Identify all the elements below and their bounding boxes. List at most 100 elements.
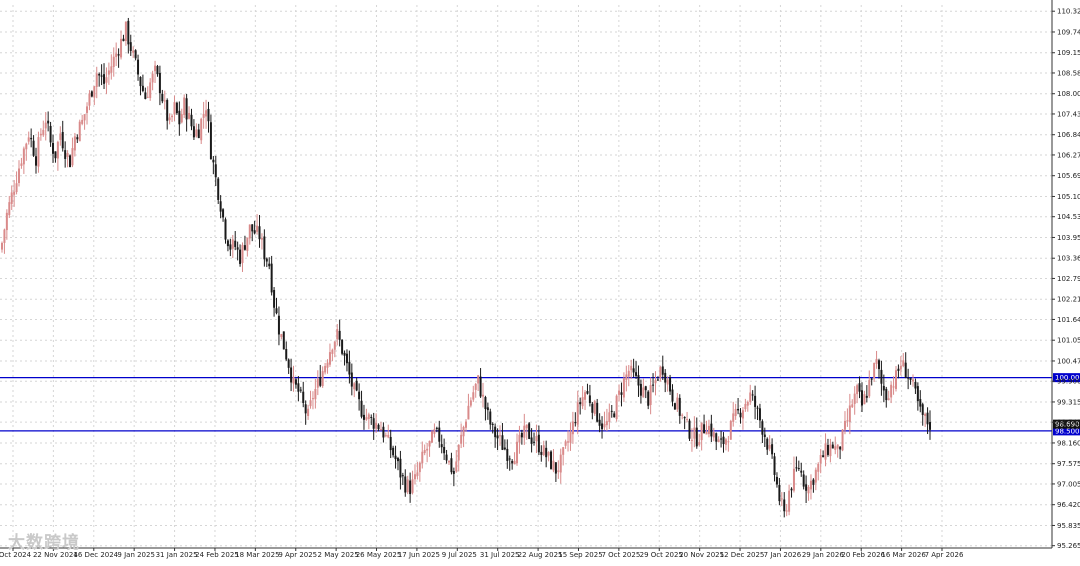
candle-body <box>550 451 553 469</box>
candle-body <box>484 397 487 410</box>
candle-body <box>584 392 587 400</box>
candle-body <box>831 444 834 449</box>
candle-body <box>788 490 791 512</box>
candle-body <box>280 334 283 338</box>
candle-body <box>115 53 118 58</box>
grid-lines <box>0 5 1052 548</box>
x-tick-label: 20 Nov 2025 <box>679 551 724 559</box>
x-tick-label: 31 Jul 2025 <box>480 551 520 559</box>
candle-body <box>132 50 135 53</box>
x-tick-label: 26 May 2025 <box>356 551 402 559</box>
candle-body <box>863 394 866 405</box>
candle-body <box>5 212 8 231</box>
candle-body <box>491 423 494 425</box>
candle-body <box>401 475 404 477</box>
candle-body <box>545 447 548 458</box>
x-tick-label: 31 Jan 2025 <box>156 551 198 559</box>
candle-body <box>353 383 356 390</box>
candle-body <box>720 438 723 440</box>
candle-body <box>345 353 348 364</box>
y-tick-label: 106.845 <box>1057 131 1080 139</box>
candle-body <box>620 392 623 395</box>
candle-body <box>406 479 409 493</box>
candle-body <box>652 384 655 386</box>
candle-body <box>287 359 290 368</box>
candle-body <box>914 381 917 389</box>
candle-body <box>54 151 57 159</box>
candle-body <box>355 380 358 391</box>
candle-body <box>76 137 79 140</box>
candle-body <box>902 360 905 367</box>
candle-body <box>460 434 463 444</box>
candle-body <box>253 230 256 234</box>
candle-body <box>528 423 531 439</box>
candle-body <box>911 379 914 382</box>
candle-body <box>683 417 686 419</box>
candle-body <box>343 352 346 356</box>
candle-body <box>773 456 776 475</box>
candle-body <box>797 468 800 470</box>
candle-body <box>916 386 919 402</box>
candle-body <box>168 117 171 121</box>
candle-body <box>166 100 169 121</box>
candle-body <box>188 112 191 119</box>
y-tick-label: 103.365 <box>1057 255 1080 263</box>
candle-body <box>413 474 416 480</box>
candle-body <box>219 201 222 212</box>
candle-body <box>202 113 205 118</box>
candle-body <box>873 363 876 379</box>
candle-body <box>192 126 195 138</box>
candle-body <box>503 447 506 450</box>
candle-body <box>100 75 103 77</box>
candle-body <box>59 133 62 140</box>
candle-body <box>290 367 293 383</box>
x-tick-label: 12 Dec 2025 <box>720 551 765 559</box>
y-tick-label: 108.585 <box>1057 69 1080 77</box>
candle-body <box>423 450 426 454</box>
candle-body <box>525 424 528 429</box>
candle-body <box>562 447 565 455</box>
candle-body <box>56 141 59 159</box>
candle-body <box>673 403 676 410</box>
candle-body <box>217 178 220 200</box>
y-tick-label: 110.325 <box>1057 8 1080 16</box>
candle-body <box>635 372 638 376</box>
candle-body <box>805 484 808 491</box>
candle-body <box>807 486 810 494</box>
candle-body <box>817 463 820 472</box>
candle-body <box>39 133 42 136</box>
candle-body <box>22 148 25 165</box>
candle-body <box>350 372 353 387</box>
candle-body <box>576 402 579 425</box>
candle-body <box>450 458 453 473</box>
candle-body <box>846 420 849 422</box>
candle-body <box>734 408 737 417</box>
candle-body <box>183 97 186 115</box>
candle-body <box>637 375 640 386</box>
candle-body <box>671 389 674 402</box>
candle-body <box>319 377 322 386</box>
candle-body <box>137 59 140 75</box>
candle-body <box>175 102 178 114</box>
candle-body <box>246 237 249 251</box>
y-tick-label: 105.105 <box>1057 193 1080 201</box>
candle-body <box>421 451 424 464</box>
x-tick-label: 16 Mar 2026 <box>881 551 926 559</box>
candle-body <box>348 361 351 375</box>
candle-body <box>756 407 759 409</box>
candle-body <box>904 362 907 378</box>
candle-body <box>149 82 152 98</box>
candle-body <box>178 110 181 125</box>
candle-body <box>899 365 902 370</box>
candle-body <box>870 378 873 380</box>
candle-body <box>455 461 458 472</box>
candle-body <box>496 435 499 439</box>
candle-body <box>338 330 341 340</box>
candle-body <box>644 386 647 391</box>
x-tick-label: 22 Aug 2025 <box>518 551 563 559</box>
candle-body <box>88 93 91 106</box>
y-tick-label: 98.745 <box>1057 419 1080 427</box>
